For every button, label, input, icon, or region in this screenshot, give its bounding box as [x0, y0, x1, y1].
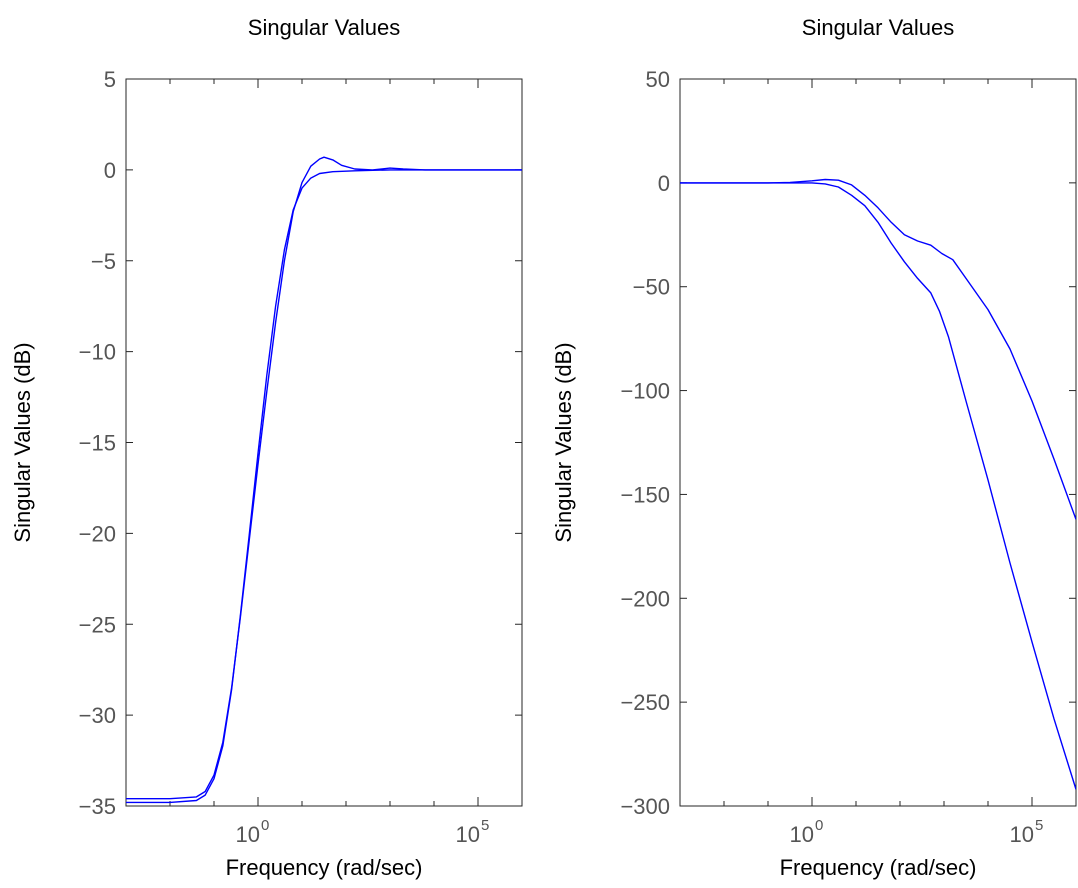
y-axis-label: Singular Values (dB) — [551, 342, 576, 542]
x-tick-exponent: 5 — [481, 817, 489, 834]
x-tick-exponent: 0 — [815, 817, 823, 834]
y-tick-label: −10 — [79, 340, 116, 365]
y-tick-label: 50 — [646, 67, 670, 92]
chart-title: Singular Values — [248, 15, 400, 40]
y-tick-label: −5 — [91, 249, 116, 274]
y-tick-label: 5 — [104, 67, 116, 92]
left-singular-values-plot: Singular Values Frequency (rad/sec) Singul… — [10, 15, 523, 880]
y-tick-label: 0 — [104, 158, 116, 183]
y-tick-label: −250 — [620, 690, 670, 715]
x-axis-label: Frequency (rad/sec) — [226, 855, 423, 880]
x-tick-label: 10 — [456, 822, 480, 847]
x-tick-label: 10 — [790, 822, 814, 847]
y-tick-label: −50 — [633, 275, 670, 300]
x-tick-exponent: 5 — [1035, 817, 1043, 834]
y-tick-label: −300 — [620, 794, 670, 819]
y-tick-label: −100 — [620, 379, 670, 404]
chart-title: Singular Values — [802, 15, 954, 40]
y-axis-label: Singular Values (dB) — [10, 342, 35, 542]
x-tick-label: 10 — [236, 822, 260, 847]
y-tick-label: −35 — [79, 794, 116, 819]
series-line-1 — [126, 156, 522, 800]
y-tick-label: −25 — [79, 612, 116, 637]
series-line-1 — [680, 178, 1076, 520]
axes-frame — [125, 78, 523, 807]
x-tick-label: 10 — [1010, 822, 1034, 847]
series-line-2 — [680, 182, 1076, 790]
x-tick-exponent: 0 — [261, 817, 269, 834]
x-axis-label: Frequency (rad/sec) — [780, 855, 977, 880]
y-tick-label: 0 — [658, 171, 670, 196]
series-line-2 — [126, 169, 522, 804]
y-tick-label: −20 — [79, 521, 116, 546]
y-tick-label: −15 — [79, 431, 116, 456]
axes-frame — [679, 78, 1077, 807]
y-tick-label: −150 — [620, 482, 670, 507]
y-tick-label: −200 — [620, 586, 670, 611]
right-singular-values-plot: Singular Values Frequency (rad/sec) Singul… — [551, 15, 1077, 880]
y-tick-label: −30 — [79, 703, 116, 728]
